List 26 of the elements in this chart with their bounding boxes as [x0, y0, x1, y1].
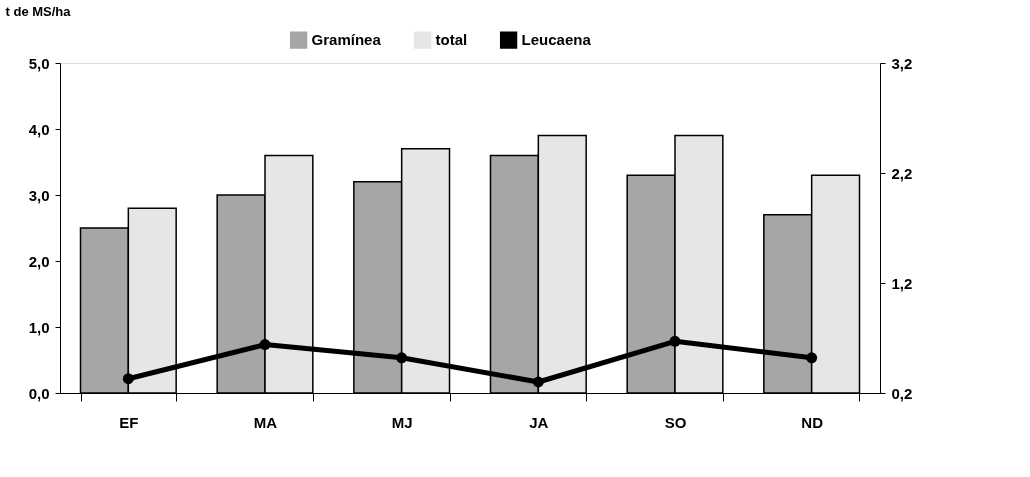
x-tick-label: MJ	[391, 413, 413, 431]
point	[669, 335, 681, 347]
y-tick-label: 5,0	[28, 54, 50, 72]
y2-tick-label: 3,2	[891, 54, 913, 72]
point	[806, 352, 818, 364]
x-tick-label: EF	[119, 413, 139, 431]
y-tick-label: 1,0	[28, 318, 50, 336]
x-tick-label: MA	[253, 413, 278, 431]
y-tick-label: 3,0	[28, 186, 50, 204]
y-tick-label: 4,0	[28, 120, 50, 138]
x-tick-label: ND	[801, 413, 824, 431]
legend-label: Gramínea	[311, 31, 382, 49]
y-axis-title: t de MS/ha	[5, 3, 72, 19]
x-tick-label: JA	[529, 413, 549, 431]
y2-tick-label: 0,2	[891, 384, 913, 402]
legend-label: total	[435, 31, 468, 49]
point	[122, 373, 134, 385]
point	[532, 376, 544, 388]
legend-label: Leucaena	[521, 31, 592, 49]
point	[396, 352, 408, 364]
y2-tick-label: 2,2	[891, 164, 913, 182]
point	[259, 339, 271, 351]
x-tick-label: SO	[664, 413, 687, 431]
y-tick-label: 0,0	[28, 384, 50, 402]
y-tick-label: 2,0	[28, 252, 50, 270]
y2-tick-label: 1,2	[891, 274, 913, 292]
